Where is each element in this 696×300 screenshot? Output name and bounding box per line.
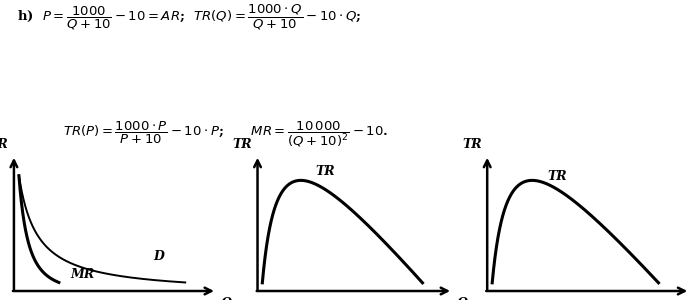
Text: Q: Q (457, 297, 468, 300)
Text: TR: TR (232, 138, 252, 151)
Text: TR: TR (315, 165, 335, 178)
Text: TR: TR (462, 138, 482, 151)
Text: TR: TR (547, 170, 567, 183)
Text: $TR(P) = \dfrac{1000 \cdot P}{P+10} - 10 \cdot P$;      $MR = \dfrac{10\,000}{(Q: $TR(P) = \dfrac{1000 \cdot P}{P+10} - 10… (63, 120, 388, 149)
Text: D: D (153, 250, 164, 262)
Text: P, MR: P, MR (0, 138, 8, 151)
Text: h)  $P = \dfrac{1000}{Q+10} - 10 = AR$;  $TR(Q) = \dfrac{1000 \cdot Q}{Q+10} - 1: h) $P = \dfrac{1000}{Q+10} - 10 = AR$; $… (17, 3, 362, 32)
Text: MR: MR (70, 268, 95, 281)
Text: Q: Q (221, 297, 232, 300)
Text: P: P (694, 297, 696, 300)
